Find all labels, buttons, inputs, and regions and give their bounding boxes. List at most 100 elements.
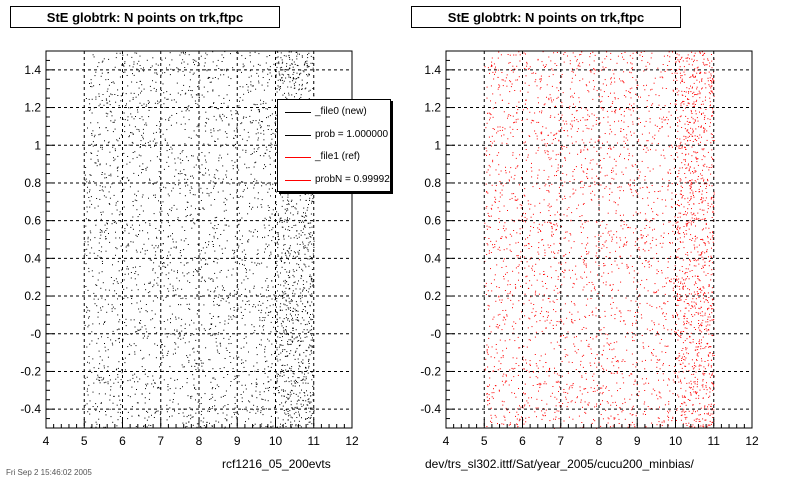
data-point — [241, 384, 243, 386]
data-point — [489, 166, 491, 168]
data-point — [292, 80, 294, 82]
data-point — [129, 161, 131, 163]
data-point — [560, 146, 562, 148]
data-point — [139, 230, 141, 232]
data-point — [289, 344, 291, 345]
data-point — [90, 239, 91, 241]
data-point — [180, 325, 182, 327]
data-point — [297, 319, 299, 321]
data-point — [159, 132, 161, 134]
data-point — [144, 250, 146, 252]
data-point — [161, 210, 163, 212]
data-point — [167, 288, 169, 290]
data-point — [518, 279, 519, 281]
data-point — [265, 166, 267, 168]
data-point — [667, 384, 669, 386]
data-point — [212, 279, 214, 281]
data-point — [490, 252, 492, 253]
data-point — [167, 255, 168, 257]
data-point — [221, 285, 223, 287]
data-point — [286, 351, 288, 353]
data-point — [297, 358, 299, 360]
data-point — [281, 261, 282, 262]
data-point — [257, 109, 259, 111]
data-point — [563, 323, 565, 325]
data-point — [115, 202, 117, 204]
data-point — [275, 401, 277, 403]
data-point — [197, 156, 199, 158]
data-point — [492, 107, 494, 109]
data-point — [107, 130, 109, 132]
data-point — [278, 86, 280, 88]
data-point — [281, 77, 283, 79]
data-point — [602, 66, 604, 68]
data-point — [265, 219, 267, 221]
data-point — [641, 160, 643, 162]
data-point — [108, 95, 110, 97]
data-point — [258, 80, 260, 82]
data-point — [230, 385, 231, 387]
data-point — [278, 392, 280, 394]
data-point — [485, 183, 487, 185]
data-point — [233, 130, 235, 132]
data-point — [579, 65, 581, 67]
data-point — [145, 383, 147, 385]
data-point — [188, 105, 190, 107]
data-point — [193, 130, 195, 132]
data-point — [98, 379, 100, 381]
data-point — [195, 94, 197, 96]
data-point — [299, 73, 301, 75]
data-point — [111, 82, 113, 83]
data-point — [276, 62, 278, 64]
data-point — [260, 99, 261, 101]
y-tick-label: 0.8 — [24, 176, 41, 190]
data-point — [277, 255, 279, 257]
data-point — [249, 52, 251, 54]
data-point — [623, 140, 625, 142]
data-point — [226, 170, 228, 172]
data-point — [180, 52, 182, 54]
data-point — [157, 247, 159, 249]
data-point — [304, 253, 306, 255]
data-point — [545, 145, 547, 147]
data-point — [280, 259, 282, 261]
data-point — [621, 411, 623, 413]
data-point — [105, 196, 107, 198]
data-point — [90, 174, 92, 176]
data-point — [114, 94, 116, 95]
data-point — [232, 165, 234, 167]
data-point — [230, 53, 231, 55]
data-point — [487, 366, 489, 368]
data-point — [273, 392, 275, 394]
data-point — [516, 255, 518, 257]
data-point — [212, 246, 214, 247]
data-point — [532, 213, 534, 215]
data-point — [281, 395, 283, 397]
data-point — [184, 143, 186, 145]
data-point — [134, 193, 136, 195]
data-point — [126, 224, 128, 226]
data-point — [107, 88, 109, 90]
data-point — [302, 216, 304, 217]
data-point — [609, 252, 611, 254]
data-point — [99, 231, 101, 233]
data-point — [99, 127, 100, 129]
data-point — [245, 406, 247, 408]
data-point — [592, 314, 594, 316]
data-point — [181, 318, 183, 320]
data-point — [551, 165, 553, 167]
data-point — [305, 87, 307, 89]
data-point — [276, 387, 278, 389]
data-point — [490, 145, 492, 147]
data-point — [271, 280, 272, 282]
data-point — [219, 245, 221, 247]
data-point — [146, 59, 148, 61]
data-point — [174, 334, 176, 336]
data-point — [267, 387, 269, 389]
data-point — [297, 251, 299, 253]
data-point — [564, 198, 566, 199]
data-point — [164, 97, 166, 99]
data-point — [308, 258, 310, 260]
data-point — [123, 206, 125, 208]
data-point — [129, 343, 131, 345]
